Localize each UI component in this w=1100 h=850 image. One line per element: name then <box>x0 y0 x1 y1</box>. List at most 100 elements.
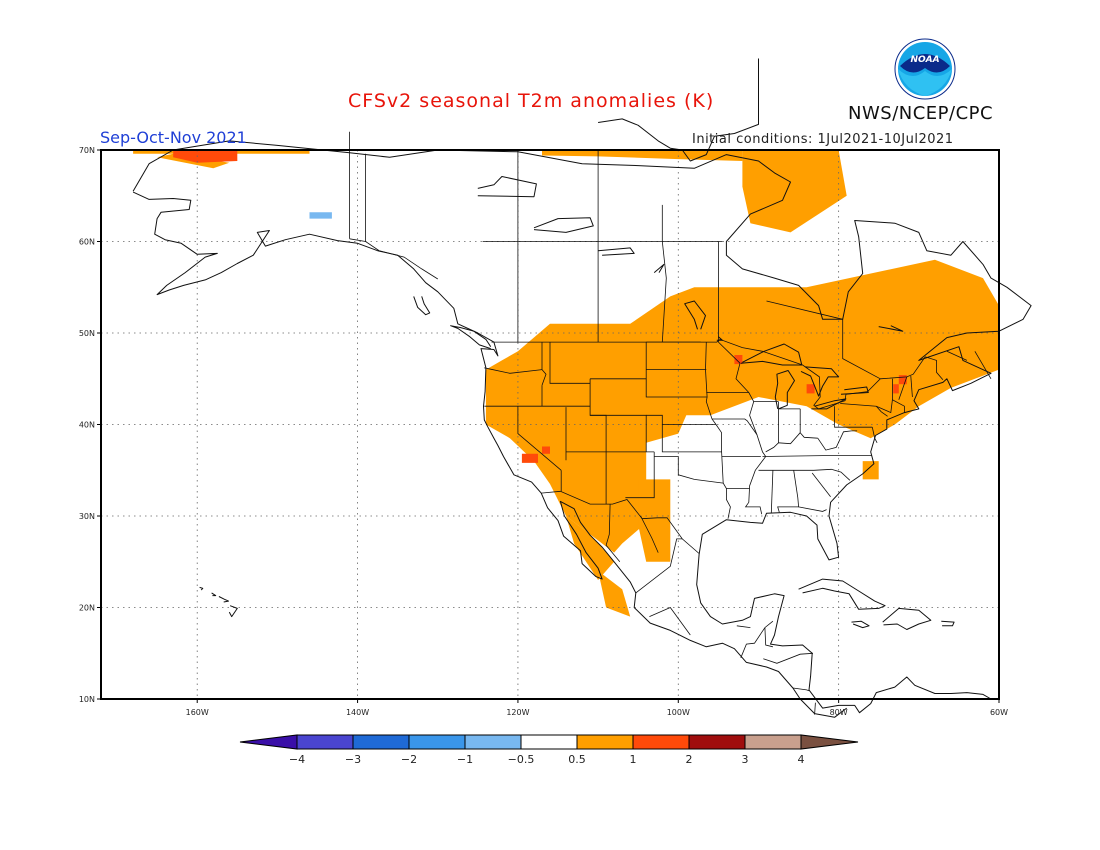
colorbar-label: −2 <box>401 753 417 766</box>
border-31 <box>706 392 779 403</box>
border-40 <box>778 432 801 445</box>
border-37 <box>765 401 779 453</box>
lon-tick-label: 160W <box>186 708 209 717</box>
border-45 <box>798 506 827 512</box>
coastline-2 <box>598 58 759 162</box>
border-68 <box>605 504 621 563</box>
colorbar-swatch <box>688 734 746 750</box>
anomaly-region-7 <box>638 479 671 562</box>
border-52 <box>898 376 908 400</box>
lat-tick-label: 30N <box>79 512 95 521</box>
coastline-10 <box>218 596 229 603</box>
anomaly-region-14 <box>806 384 815 394</box>
anomaly-region-12 <box>542 446 550 454</box>
border-9 <box>541 342 547 386</box>
colorbar-label: −3 <box>345 753 361 766</box>
season-label: Sep-Oct-Nov 2021 <box>100 128 247 147</box>
anomaly-region-8 <box>566 516 615 580</box>
coastline-8 <box>941 620 955 627</box>
border-36 <box>749 401 758 435</box>
border-53 <box>910 375 913 398</box>
coastline-3 <box>450 325 492 350</box>
colorbar-swatch <box>744 734 802 750</box>
coastline-19 <box>477 176 537 198</box>
lat-tick-label: 50N <box>79 329 95 338</box>
border-29 <box>705 342 731 519</box>
coastline-5 <box>798 578 886 610</box>
border-42 <box>758 468 851 481</box>
coastline-9 <box>228 605 238 618</box>
lon-tick-label: 100W <box>667 708 690 717</box>
colorbar-swatch <box>296 734 354 750</box>
colorbar-label: 3 <box>742 753 749 766</box>
coastline-15 <box>800 366 840 397</box>
border-7 <box>792 687 810 692</box>
border-54 <box>871 427 878 443</box>
lat-tick-label: 40N <box>79 421 95 430</box>
border-32 <box>735 363 750 393</box>
coastline-22 <box>653 263 665 273</box>
lon-tick-label: 60W <box>990 708 1008 717</box>
anomaly-region-5 <box>742 150 847 233</box>
lon-tick-label: 120W <box>506 708 529 717</box>
border-69 <box>635 538 683 594</box>
border-49 <box>840 403 888 417</box>
coastline-13 <box>740 343 803 366</box>
border-10 <box>484 367 543 374</box>
anomaly-region-4 <box>542 150 743 161</box>
border-5 <box>764 627 773 648</box>
coastline-0 <box>132 140 1032 714</box>
colorbar-swatch <box>408 734 466 750</box>
anomaly-region-11 <box>521 453 538 463</box>
coastline-12 <box>199 586 204 591</box>
border-27 <box>661 424 722 453</box>
border-46 <box>811 472 831 498</box>
border-67 <box>946 350 968 361</box>
anomaly-region-3 <box>309 212 332 219</box>
border-70 <box>640 515 659 553</box>
anomaly-region-13 <box>734 355 743 365</box>
coastline-18 <box>684 300 706 330</box>
noaa-logo: NOAA <box>894 38 956 100</box>
coastline-1 <box>132 191 848 718</box>
anomaly-shading-layer <box>133 150 999 617</box>
colorbar-label: 2 <box>686 753 693 766</box>
graticule-layer <box>101 150 999 699</box>
coastline-21 <box>598 247 635 256</box>
border-1 <box>491 338 944 410</box>
coastline-11 <box>211 592 217 597</box>
border-28 <box>654 456 724 484</box>
colorbar-label: 1 <box>630 753 637 766</box>
border-26 <box>646 414 716 425</box>
border-14 <box>549 342 591 384</box>
border-61 <box>661 241 667 343</box>
colorbar-swatch <box>632 734 690 750</box>
lat-tick-label: 70N <box>79 146 95 155</box>
coastline-4 <box>413 296 431 316</box>
colorbar-label: −4 <box>289 753 305 766</box>
border-12 <box>517 406 562 471</box>
colorbar-arrow-high <box>800 734 859 750</box>
colorbar-swatch <box>576 734 634 750</box>
lat-tick-label: 20N <box>79 604 95 613</box>
colorbar-label: 0.5 <box>568 753 586 766</box>
border-71 <box>649 607 691 636</box>
border-47 <box>834 406 873 428</box>
border-72 <box>736 625 751 628</box>
border-33 <box>712 418 767 515</box>
border-4 <box>740 620 774 658</box>
colorbar-label: −1 <box>457 753 473 766</box>
agency-label: NWS/NCEP/CPC <box>848 103 994 124</box>
colorbar-swatch <box>352 734 410 750</box>
border-43 <box>770 470 774 514</box>
coastline-14 <box>774 370 795 410</box>
border-23 <box>645 378 708 398</box>
border-22 <box>625 451 655 499</box>
border-3 <box>541 490 700 554</box>
coastline-layer <box>132 58 1032 718</box>
lat-tick-label: 10N <box>79 695 95 704</box>
anomaly-region-10 <box>862 461 879 480</box>
lat-tick-label: 60N <box>79 238 95 247</box>
anomaly-region-6 <box>485 259 999 553</box>
border-41 <box>762 455 872 457</box>
